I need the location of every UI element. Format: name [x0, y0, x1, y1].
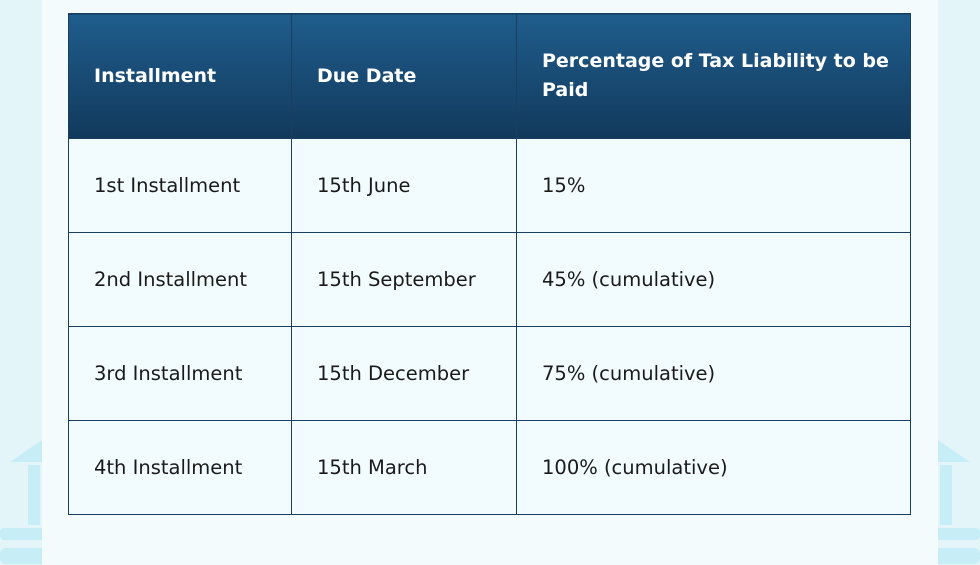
table-cell: 15th March: [291, 420, 517, 515]
header-cell: Installment: [68, 13, 292, 139]
header-cell: Due Date: [291, 13, 517, 139]
table-cell: 4th Installment: [68, 420, 292, 515]
table-row: 2nd Installment 15th September 45% (cumula…: [68, 232, 911, 327]
table-cell: 100% (cumulative): [516, 420, 911, 515]
header-row: Installment Due Date Percentage of Tax L…: [68, 13, 911, 139]
table-cell: 75% (cumulative): [516, 326, 911, 421]
table-cell: 45% (cumulative): [516, 232, 911, 327]
table-cell: 15%: [516, 138, 911, 233]
table-cell: 1st Installment: [68, 138, 292, 233]
header-cell: Percentage of Tax Liability to be Paid: [516, 13, 911, 139]
table-cell: 15th December: [291, 326, 517, 421]
table-row: 4th Installment 15th March 100% (cumulativ…: [68, 420, 911, 515]
installment-table: Installment Due Date Percentage of Tax L…: [68, 13, 911, 515]
table-cell: 2nd Installment: [68, 232, 292, 327]
table-row: 1st Installment 15th June 15%: [68, 138, 911, 233]
table-row: 3rd Installment 15th December 75% (cumulat…: [68, 326, 911, 421]
table-cell: 15th September: [291, 232, 517, 327]
table-cell: 3rd Installment: [68, 326, 292, 421]
table-cell: 15th June: [291, 138, 517, 233]
